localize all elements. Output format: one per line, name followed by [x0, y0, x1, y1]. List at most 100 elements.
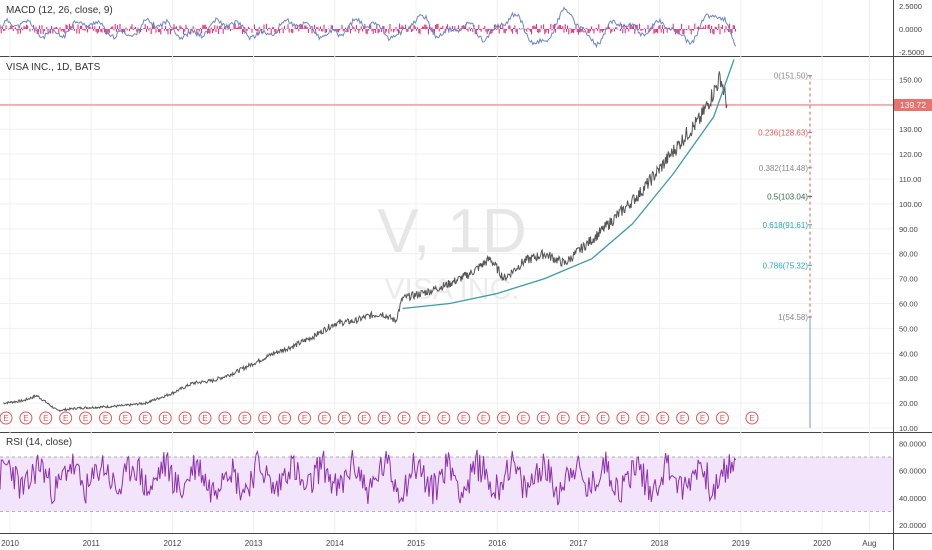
- earnings-marker-label: E: [481, 414, 486, 423]
- earnings-marker-label: E: [123, 414, 128, 423]
- earnings-marker-label: E: [541, 414, 546, 423]
- earnings-marker: [636, 411, 650, 425]
- rsi-tick-label: 40.0000: [899, 494, 926, 503]
- earnings-marker-label: E: [660, 414, 665, 423]
- main-title: VISA INC., 1D, BATS: [6, 62, 101, 73]
- price-badge-text: 139.72: [900, 100, 926, 110]
- rsi-band: [0, 457, 893, 512]
- price-tick-label: 40.00: [899, 349, 918, 358]
- earnings-marker-label: E: [620, 414, 625, 423]
- earnings-marker: [118, 411, 132, 425]
- earnings-marker: [377, 411, 391, 425]
- earnings-marker-label: E: [720, 414, 725, 423]
- fib-label: 0(151.50): [774, 72, 809, 81]
- fib-label: 0.236(128.63): [758, 129, 808, 138]
- earnings-marker-label: E: [302, 414, 307, 423]
- earnings-marker-label: E: [282, 414, 287, 423]
- earnings-marker: [536, 411, 550, 425]
- earnings-marker: [59, 411, 73, 425]
- macd-line: [0, 6, 737, 49]
- time-tick-label: 2010: [1, 539, 19, 548]
- rsi-tick-label: 60.0000: [899, 467, 926, 476]
- earnings-marker: [158, 411, 172, 425]
- earnings-marker-label: E: [63, 414, 68, 423]
- fib-label: 0.5(103.04): [767, 192, 808, 201]
- earnings-marker-label: E: [381, 414, 386, 423]
- earnings-marker-label: E: [749, 414, 754, 423]
- price-tick-label: 60.00: [899, 300, 918, 309]
- price-tick-label: 100.00: [899, 200, 922, 209]
- time-tick-label: 2020: [813, 539, 831, 548]
- earnings-marker: [397, 411, 411, 425]
- time-tick-label: 2015: [407, 539, 425, 548]
- macd-title: MACD (12, 26, close, 9): [6, 5, 113, 16]
- macd-tick-label: 2.5000: [899, 2, 922, 11]
- time-tick-label: 2012: [164, 539, 182, 548]
- earnings-marker-label: E: [342, 414, 347, 423]
- earnings-marker-upcoming: [745, 411, 759, 425]
- earnings-marker-label: E: [322, 414, 327, 423]
- earnings-marker: [178, 411, 192, 425]
- fib-label: 0.786(75.32): [763, 261, 809, 270]
- rsi-tick-label: 80.0000: [899, 439, 926, 448]
- time-tick-label: 2019: [732, 539, 750, 548]
- earnings-marker-label: E: [83, 414, 88, 423]
- earnings-marker-label: E: [43, 414, 48, 423]
- price-tick-label: 70.00: [899, 275, 918, 284]
- earnings-marker-label: E: [600, 414, 605, 423]
- fib-label: 0.618(91.61): [763, 221, 809, 230]
- earnings-marker: [198, 411, 212, 425]
- earnings-marker-label: E: [441, 414, 446, 423]
- price-tick-label: 30.00: [899, 374, 918, 383]
- fib-label: 0.382(114.48): [759, 164, 809, 173]
- earnings-marker: [477, 411, 491, 425]
- earnings-marker: [357, 411, 371, 425]
- time-axis: 2010 2011 2012 2013 2014 2015 2016 2017 2018 2019…: [1, 539, 876, 548]
- watermark-company: VISA INC.: [384, 273, 519, 306]
- earnings-marker: [556, 411, 570, 425]
- earnings-marker: [218, 411, 232, 425]
- earnings-marker: [238, 411, 252, 425]
- earnings-marker-label: E: [580, 414, 585, 423]
- earnings-marker-label: E: [561, 414, 566, 423]
- earnings-marker: [39, 411, 53, 425]
- earnings-marker-label: E: [262, 414, 267, 423]
- price-tick-label: 10.00: [899, 424, 918, 433]
- time-tick-label: 2014: [326, 539, 344, 548]
- earnings-marker-label: E: [3, 414, 8, 423]
- macd-pane: MACD (12, 26, close, 9) 2.5000 0.0000 -2.5…: [0, 2, 924, 57]
- price-badge-bg: [894, 98, 932, 111]
- earnings-marker: [298, 411, 311, 425]
- earnings-marker: [676, 411, 690, 425]
- time-tick-label: 2011: [83, 539, 101, 548]
- time-tick-label: 2016: [488, 539, 506, 548]
- time-tick-label: 2013: [245, 539, 263, 548]
- earnings-marker: [437, 411, 451, 425]
- earnings-marker-label: E: [521, 414, 526, 423]
- watermark-symbol: V, 1D: [377, 197, 526, 266]
- earnings-marker-label: E: [103, 414, 108, 423]
- rsi-tick-label: 20.0000: [899, 521, 926, 530]
- earnings-marker: [616, 411, 630, 425]
- earnings-marker: [715, 411, 729, 425]
- price-tick-label: 50.00: [899, 324, 918, 333]
- earnings-marker-label: E: [182, 414, 187, 423]
- earnings-marker: [79, 411, 93, 425]
- price-tick-label: 20.00: [899, 399, 918, 408]
- earnings-marker-label: E: [362, 414, 367, 423]
- earnings-marker: [138, 411, 152, 425]
- earnings-marker: [19, 411, 33, 425]
- time-tick-label: 2017: [570, 539, 588, 548]
- earnings-marker: [317, 411, 331, 425]
- price-tick-label: 130.00: [899, 125, 922, 134]
- price-pane: V, 1D VISA INC. VISA INC., 1D, BATS 0(15…: [0, 59, 932, 433]
- earnings-marker: [258, 411, 272, 425]
- rsi-pane: RSI (14, close) 80.0000 60.0000 40.0000 20.…: [0, 437, 926, 530]
- rsi-title: RSI (14, close): [6, 437, 72, 448]
- earnings-marker: [337, 411, 351, 425]
- price-tick-label: 80.00: [899, 250, 918, 259]
- rsi-axis: 80.0000 60.0000 40.0000 20.0000: [899, 439, 926, 530]
- earnings-marker-label: E: [242, 414, 247, 423]
